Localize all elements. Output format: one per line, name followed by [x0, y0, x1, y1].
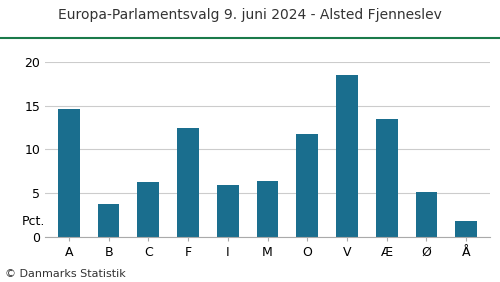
Bar — [217, 185, 238, 237]
Bar — [256, 181, 278, 237]
Text: Europa-Parlamentsvalg 9. juni 2024 - Alsted Fjenneslev: Europa-Parlamentsvalg 9. juni 2024 - Als… — [58, 8, 442, 23]
Bar — [336, 75, 358, 237]
Bar — [177, 129, 199, 237]
Bar — [58, 109, 80, 237]
Text: © Danmarks Statistik: © Danmarks Statistik — [5, 269, 126, 279]
Bar — [416, 192, 438, 237]
Bar — [98, 204, 120, 237]
Bar — [138, 182, 159, 237]
Text: Pct.: Pct. — [22, 215, 45, 228]
Bar — [455, 221, 477, 237]
Bar — [296, 134, 318, 237]
Bar — [376, 119, 398, 237]
